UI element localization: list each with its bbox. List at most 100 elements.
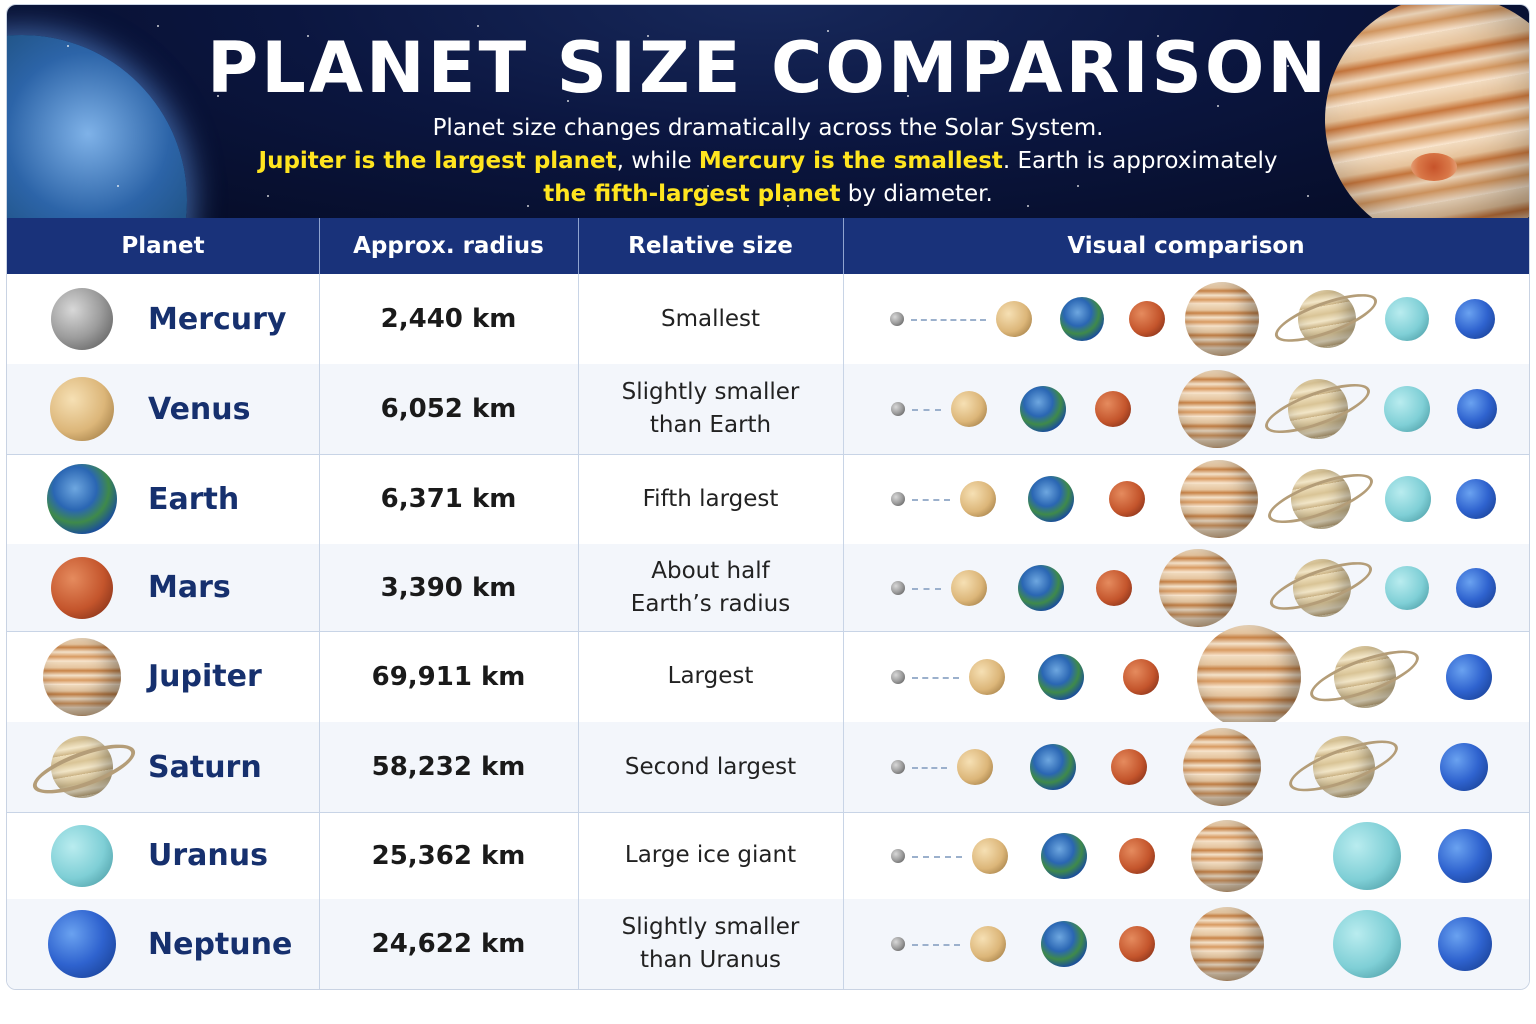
table-row: Mercury 2,440 km Smallest: [7, 274, 1529, 365]
neptune-comparison-icon: [1438, 917, 1492, 971]
radius-value: 6,371 km: [380, 484, 517, 514]
venus-comparison-icon: [957, 749, 993, 785]
subtitle-text: by diameter.: [840, 181, 993, 207]
star-decoration: [787, 205, 789, 207]
star-decoration: [387, 155, 389, 157]
star-decoration: [647, 35, 649, 37]
table-row: Mars 3,390 km About half Earth’s radius: [7, 544, 1529, 632]
relative-size-text: Smallest: [660, 305, 761, 332]
mars-comparison-icon: [1096, 569, 1132, 606]
jupiter-comparison-icon: [1159, 548, 1237, 627]
mars-comparison-icon: [1109, 481, 1145, 517]
header-divider: [319, 218, 320, 274]
mercury-comparison-icon: [891, 492, 905, 506]
radius-cell: 25,362 km: [319, 812, 578, 899]
table-row: Saturn 58,232 km Second largest: [7, 722, 1529, 813]
mars-comparison-icon: [1119, 926, 1155, 962]
star-decoration: [67, 45, 69, 47]
relative-size-text: Slightly smaller: [621, 914, 800, 940]
great-red-spot-illustration: [1411, 153, 1457, 181]
star-decoration: [267, 195, 269, 197]
star-decoration: [1077, 185, 1079, 187]
venus-comparison-icon: [972, 837, 1008, 874]
column-header-visual-comparison: Visual comparison: [1067, 233, 1305, 259]
neptune-comparison-icon: [1440, 743, 1488, 791]
saturn-comparison-icon: [1293, 558, 1351, 617]
earth-comparison-icon: [1030, 744, 1076, 790]
column-divider: [319, 274, 320, 989]
star-decoration: [527, 205, 529, 207]
uranus-icon: [51, 824, 113, 887]
radius-value: 6,052 km: [380, 394, 517, 424]
dashed-connector: [911, 319, 986, 321]
radius-cell: 6,052 km: [319, 364, 578, 454]
radius-cell: 24,622 km: [319, 899, 578, 989]
neptune-comparison-icon: [1455, 299, 1495, 339]
earth-comparison-icon: [1038, 653, 1084, 700]
highlight-earth: the fifth-largest planet: [543, 181, 841, 207]
neptune-comparison-icon: [1438, 828, 1492, 883]
relative-size-cell: Smallest: [578, 274, 843, 364]
radius-cell: 69,911 km: [319, 631, 578, 722]
radius-cell: 6,371 km: [319, 454, 578, 544]
star-decoration: [1027, 205, 1029, 207]
relative-size-cell: About half Earth’s radius: [578, 544, 843, 631]
earth-comparison-icon: [1041, 832, 1087, 879]
mercury-comparison-icon: [891, 580, 905, 595]
subtitle-text: . Earth is approximately: [1002, 148, 1278, 174]
dashed-connector: [912, 499, 950, 501]
table-row: Jupiter 69,911 km Largest: [7, 624, 1529, 729]
column-header-radius: Approx. radius: [353, 233, 544, 259]
jupiter-comparison-icon: [1178, 370, 1256, 448]
column-divider: [578, 274, 579, 989]
venus-comparison-icon: [951, 569, 987, 606]
table-row: Earth 6,371 km Fifth largest: [7, 454, 1529, 545]
relative-size-cell: Largest: [578, 631, 843, 722]
table-row: Uranus 25,362 km Large ice giant: [7, 812, 1529, 900]
radius-value: 2,440 km: [380, 304, 517, 334]
mercury-comparison-icon: [891, 402, 905, 416]
radius-value: 58,232 km: [371, 752, 526, 782]
relative-size-text: than Uranus: [639, 947, 782, 973]
saturn-comparison-icon: [1298, 290, 1356, 348]
planet-size-infographic: PLANET SIZE COMPARISON Planet size chang…: [6, 4, 1530, 990]
column-divider: [843, 274, 844, 989]
jupiter-comparison-icon: [1183, 728, 1261, 806]
mars-comparison-icon: [1095, 391, 1131, 427]
star-decoration: [1307, 195, 1309, 197]
radius-value: 3,390 km: [380, 572, 517, 603]
relative-size-cell: Slightly smaller than Uranus: [578, 899, 843, 989]
subtitle-text: , while: [616, 148, 699, 174]
jupiter-comparison-icon: [1190, 907, 1264, 981]
uranus-comparison-icon: [1385, 297, 1429, 341]
radius-cell: 3,390 km: [319, 544, 578, 631]
uranus-comparison-icon: [1384, 386, 1430, 432]
radius-cell: 58,232 km: [319, 722, 578, 812]
column-header-planet: Planet: [121, 233, 205, 259]
banner: PLANET SIZE COMPARISON Planet size chang…: [7, 5, 1529, 218]
radius-cell: 2,440 km: [319, 274, 578, 364]
earth-comparison-icon: [1028, 476, 1074, 522]
neptune-comparison-icon: [1457, 389, 1497, 429]
uranus-comparison-icon: [1385, 565, 1429, 610]
star-decoration: [1217, 105, 1219, 107]
radius-value: 25,362 km: [371, 840, 526, 871]
header-divider: [843, 218, 844, 274]
relative-size-text: Slightly smaller: [621, 379, 800, 405]
subtitle-text: Planet size changes dramatically across …: [432, 115, 1104, 141]
jupiter-icon: [43, 637, 121, 716]
planet-name: Neptune: [148, 926, 293, 962]
planet-name: Earth: [148, 481, 240, 517]
neptune-comparison-icon: [1446, 653, 1492, 700]
page-title: PLANET SIZE COMPARISON: [206, 27, 1330, 109]
table-row: Neptune 24,622 km Slightly smaller than Ura…: [7, 899, 1529, 989]
star-decoration: [307, 35, 309, 37]
table-row: Venus 6,052 km Slightly smaller than Earth: [7, 364, 1529, 455]
planet-name: Saturn: [148, 749, 262, 785]
mercury-comparison-icon: [891, 760, 905, 774]
jupiter-comparison-icon: [1191, 819, 1263, 892]
mars-icon: [51, 556, 113, 619]
venus-comparison-icon: [970, 926, 1006, 962]
uranus-comparison-icon: [1385, 476, 1431, 522]
relative-size-text: Earth’s radius: [630, 590, 791, 617]
